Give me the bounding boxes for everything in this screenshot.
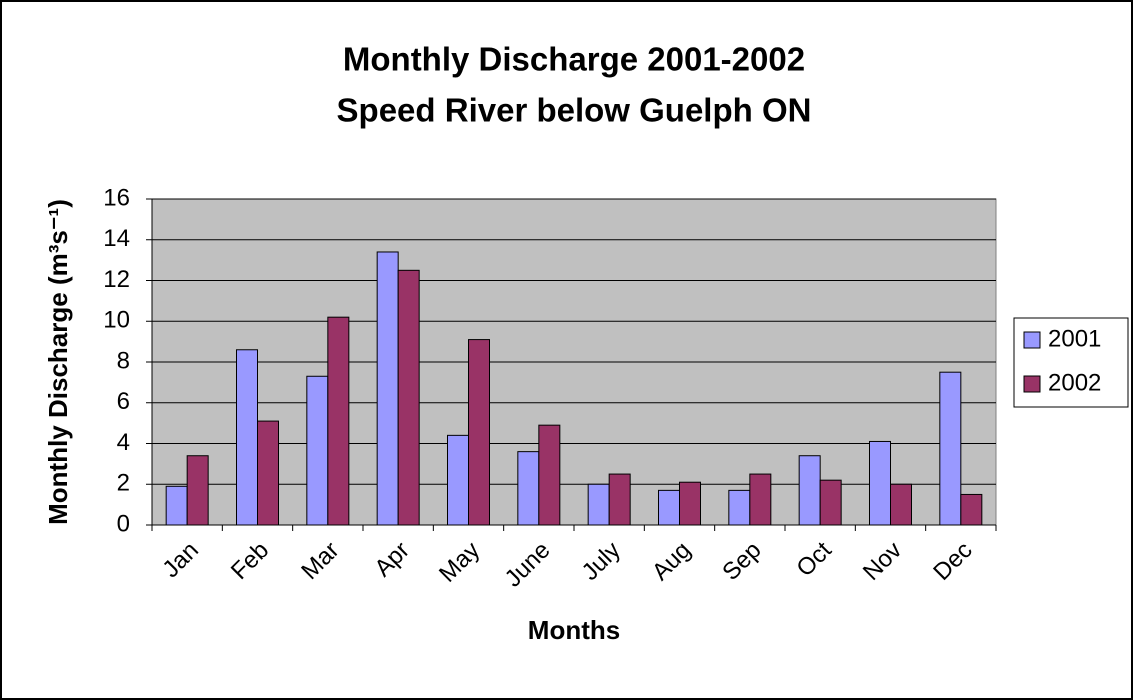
y-tick-label: 12 (103, 266, 130, 293)
bar (608, 473, 631, 526)
bar (306, 375, 329, 526)
y-axis-label: Monthly Discharge (m³s⁻¹) (43, 199, 73, 525)
bar (447, 434, 469, 526)
legend-swatch (1023, 331, 1041, 349)
bar (327, 316, 350, 526)
bar (939, 371, 962, 526)
bar (538, 424, 561, 526)
chart-title: Monthly Discharge 2001-2002 (343, 41, 805, 78)
bar (658, 489, 680, 526)
bar (517, 451, 540, 526)
bar (749, 473, 772, 526)
bar (186, 455, 209, 526)
bar (236, 349, 258, 526)
y-tick-label: 14 (103, 225, 130, 252)
bar (376, 251, 399, 526)
y-tick-label: 6 (117, 388, 130, 415)
bar (587, 483, 610, 526)
y-tick-label: 2 (117, 470, 130, 497)
y-tick-label: 8 (117, 347, 130, 374)
y-tick-label: 10 (103, 307, 130, 334)
bar (679, 481, 701, 526)
chart-title: Speed River below Guelph ON (337, 92, 812, 129)
y-tick-label: 0 (117, 510, 130, 537)
bar (468, 339, 490, 526)
bar (960, 493, 983, 526)
bar (728, 489, 751, 526)
bar (869, 440, 891, 526)
bar (798, 455, 821, 526)
bar (257, 420, 279, 526)
bar (819, 479, 842, 526)
bar (397, 269, 420, 526)
bar (165, 485, 188, 526)
y-tick-label: 4 (117, 429, 130, 456)
bar (890, 483, 912, 526)
x-axis-label: Months (528, 615, 620, 645)
legend-label: 2001 (1048, 325, 1101, 352)
legend-label: 2002 (1048, 369, 1101, 396)
legend-swatch (1023, 375, 1041, 393)
y-tick-label: 16 (103, 184, 130, 211)
